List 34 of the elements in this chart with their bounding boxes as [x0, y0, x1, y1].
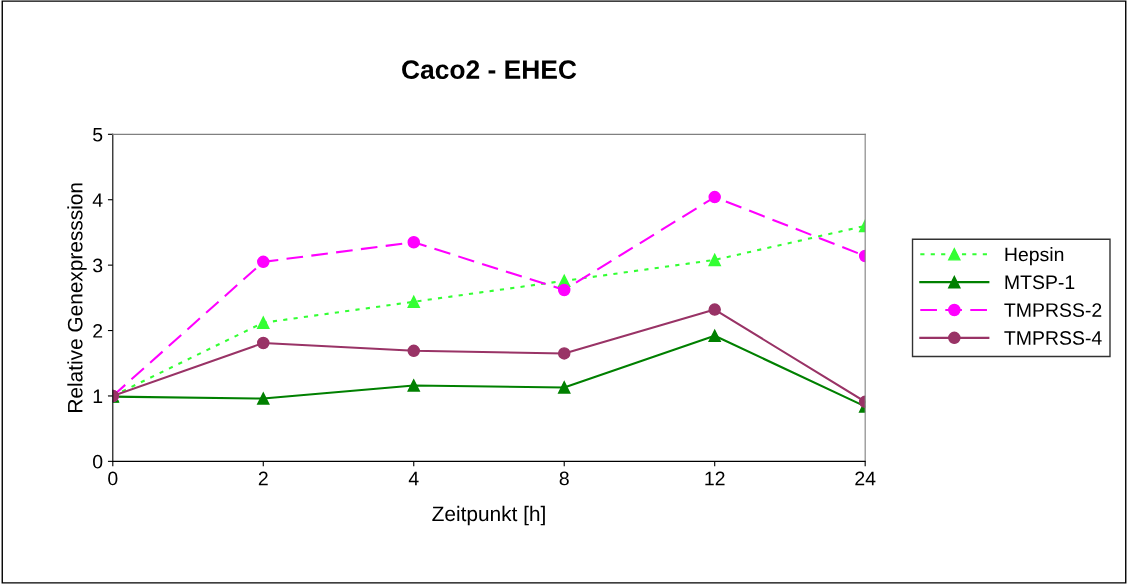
point — [708, 253, 721, 267]
point — [257, 255, 270, 269]
legend-label: TMPRSS-2 — [1004, 303, 1102, 317]
x-tick-label: 2 — [258, 471, 268, 486]
y-tick-label: 1 — [93, 389, 103, 403]
y-tick-label: 3 — [93, 258, 103, 273]
y-axis-title: Relative Genexpresssion — [67, 183, 87, 412]
point — [557, 381, 571, 394]
x-tick-label: 8 — [559, 471, 569, 486]
y-tick-label: 2 — [93, 324, 103, 338]
x-tick-label: 4 — [408, 471, 419, 486]
point — [407, 295, 421, 309]
point — [557, 347, 571, 360]
y-tick-label: 4 — [92, 193, 103, 207]
y-tick-label: 0 — [93, 454, 103, 469]
x-tick-label: 12 — [705, 471, 725, 486]
point — [407, 379, 421, 392]
point — [708, 190, 721, 204]
legend-label: Hepsin — [1005, 247, 1064, 266]
point — [257, 316, 270, 329]
point — [708, 329, 721, 343]
point — [708, 303, 721, 316]
point — [257, 336, 270, 350]
point — [407, 344, 421, 358]
chart-title: Caco2 - EHEC — [402, 60, 577, 80]
legend-label: TMPRSS-4 — [1004, 331, 1102, 345]
y-tick-label: 5 — [93, 127, 103, 142]
legend-label: MTSP-1 — [1005, 275, 1075, 290]
x-tick-label: 0 — [108, 471, 118, 486]
x-tick-label: 24 — [855, 471, 876, 486]
point — [257, 392, 270, 405]
x-axis-title: Zeitpunkt [h] — [432, 505, 545, 526]
point — [557, 283, 571, 297]
point — [407, 235, 421, 249]
